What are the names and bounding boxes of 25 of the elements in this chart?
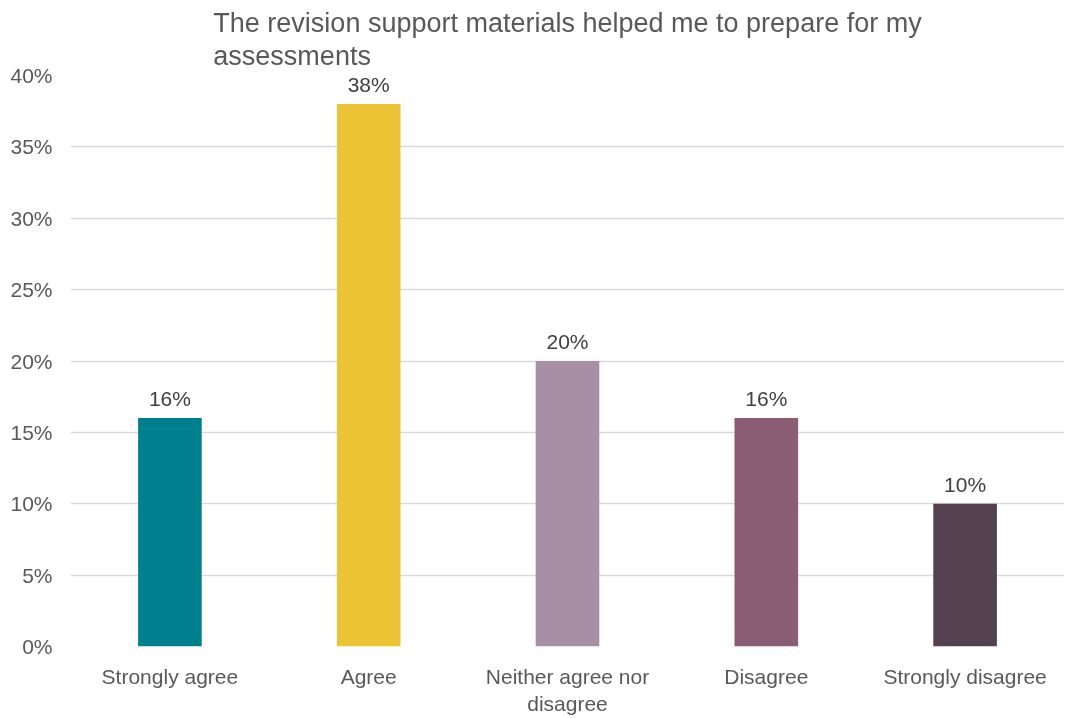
bar [138, 418, 202, 647]
bar [734, 418, 799, 647]
y-tick-label: 40% [10, 64, 53, 87]
y-tick-label: 20% [10, 349, 53, 373]
data-label: 38% [347, 73, 390, 97]
y-tick-label: 10% [10, 492, 53, 516]
y-tick-label: 25% [10, 278, 53, 302]
x-tick-label: Disagree [724, 664, 809, 688]
x-tick-label: Strongly disagree [883, 664, 1047, 688]
x-tick-label: Strongly agree [101, 664, 239, 688]
bar [933, 503, 997, 647]
x-tick-label: Neither agree nor disagree [485, 664, 650, 716]
bar [336, 104, 401, 647]
x-tick-label: Agree [340, 664, 397, 688]
y-tick-label: 5% [22, 563, 53, 587]
y-tick-label: 15% [10, 420, 53, 444]
data-label: 20% [546, 330, 589, 353]
data-label: 16% [745, 387, 788, 411]
y-tick-label: 35% [10, 135, 53, 159]
y-tick-label: 30% [10, 206, 53, 230]
y-tick-label: 0% [22, 635, 53, 658]
data-label: 10% [944, 472, 987, 496]
chart-title: The revision support materials helped me to prepare for my assessments [213, 7, 923, 71]
data-label: 16% [148, 387, 191, 411]
bar [535, 361, 600, 647]
